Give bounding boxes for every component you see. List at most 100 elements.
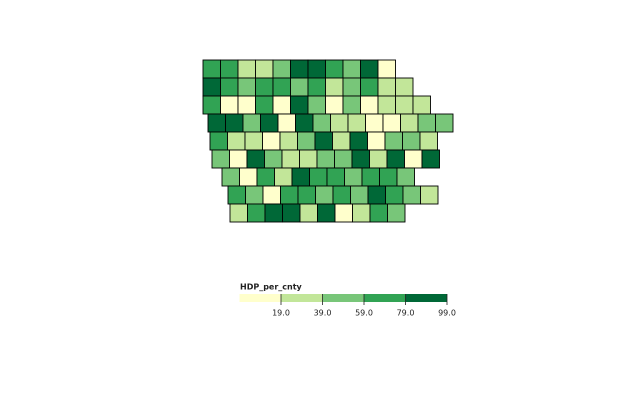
county xyxy=(255,77,274,97)
county xyxy=(295,113,314,133)
county xyxy=(247,203,266,223)
legend-swatch xyxy=(239,294,281,302)
county xyxy=(264,203,283,223)
county xyxy=(202,95,221,115)
county xyxy=(256,167,275,187)
county xyxy=(272,95,291,115)
county xyxy=(229,203,248,223)
county xyxy=(316,149,335,169)
county xyxy=(274,167,293,187)
county xyxy=(435,113,454,133)
county xyxy=(277,113,296,133)
county xyxy=(379,167,398,187)
county xyxy=(402,185,421,205)
county xyxy=(377,59,396,79)
county xyxy=(211,149,230,169)
county xyxy=(400,113,419,133)
county xyxy=(307,59,326,79)
county-map xyxy=(202,59,454,223)
county xyxy=(350,185,369,205)
county xyxy=(314,131,333,151)
county xyxy=(229,149,248,169)
legend-swatch xyxy=(405,294,447,302)
county xyxy=(299,203,318,223)
county xyxy=(280,185,299,205)
county xyxy=(221,167,240,187)
county xyxy=(262,131,281,151)
county xyxy=(412,95,431,115)
county xyxy=(237,59,256,79)
legend-tick-label: 99.0 xyxy=(438,309,456,318)
county xyxy=(260,113,279,133)
county xyxy=(360,77,379,97)
county xyxy=(347,113,366,133)
county xyxy=(365,113,384,133)
county xyxy=(290,77,309,97)
county xyxy=(342,59,361,79)
county xyxy=(317,203,336,223)
legend-title: HDP_per_cnty xyxy=(240,283,303,292)
county xyxy=(382,113,401,133)
legend-swatch xyxy=(364,294,406,302)
county xyxy=(202,59,221,79)
county xyxy=(220,95,239,115)
county xyxy=(361,167,380,187)
legend-swatch xyxy=(322,294,364,302)
county xyxy=(325,59,344,79)
county xyxy=(246,149,265,169)
county xyxy=(367,131,386,151)
county xyxy=(385,185,404,205)
county xyxy=(225,113,244,133)
county xyxy=(404,149,423,169)
county xyxy=(297,131,316,151)
county xyxy=(237,77,256,97)
county xyxy=(281,149,300,169)
county xyxy=(309,167,328,187)
legend-tick-label: 39.0 xyxy=(314,309,332,318)
county xyxy=(387,203,406,223)
county xyxy=(299,149,318,169)
county xyxy=(272,77,291,97)
legend-swatch xyxy=(281,294,323,302)
county xyxy=(377,95,396,115)
county xyxy=(334,203,353,223)
county xyxy=(342,95,361,115)
county xyxy=(326,167,345,187)
county xyxy=(255,95,274,115)
county xyxy=(297,185,316,205)
county xyxy=(239,167,258,187)
county xyxy=(242,113,261,133)
county xyxy=(325,77,344,97)
county xyxy=(227,131,246,151)
county xyxy=(220,77,239,97)
county xyxy=(282,203,301,223)
county xyxy=(395,77,414,97)
county xyxy=(402,131,421,151)
county xyxy=(264,149,283,169)
county xyxy=(245,185,264,205)
county xyxy=(377,77,396,97)
county xyxy=(332,185,351,205)
county xyxy=(384,131,403,151)
county xyxy=(307,95,326,115)
county xyxy=(312,113,331,133)
county xyxy=(386,149,405,169)
county xyxy=(272,59,291,79)
county xyxy=(307,77,326,97)
county xyxy=(421,149,440,169)
county xyxy=(290,95,309,115)
county xyxy=(290,59,309,79)
county xyxy=(360,59,379,79)
county xyxy=(279,131,298,151)
county xyxy=(325,95,344,115)
county xyxy=(291,167,310,187)
county xyxy=(360,95,379,115)
county xyxy=(417,113,436,133)
county xyxy=(315,185,334,205)
legend-tick-label: 79.0 xyxy=(397,309,415,318)
county xyxy=(220,59,239,79)
county xyxy=(262,185,281,205)
county xyxy=(420,185,439,205)
